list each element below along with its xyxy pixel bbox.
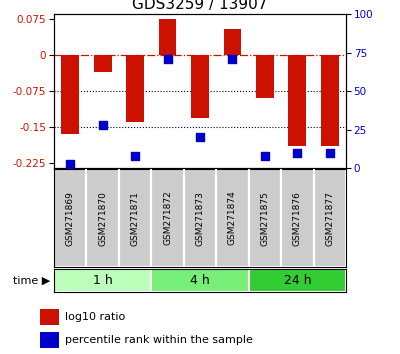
Bar <box>321 55 339 147</box>
Point <box>326 150 333 156</box>
Bar <box>126 55 144 122</box>
Point <box>294 150 300 156</box>
Text: GSM271874: GSM271874 <box>228 191 237 245</box>
Text: GSM271870: GSM271870 <box>98 190 107 246</box>
Point <box>100 122 106 128</box>
Text: percentile rank within the sample: percentile rank within the sample <box>65 335 253 346</box>
Point <box>262 153 268 159</box>
Bar <box>281 169 314 267</box>
Title: GDS3259 / 13907: GDS3259 / 13907 <box>132 0 268 12</box>
Text: GSM271873: GSM271873 <box>196 190 204 246</box>
Bar <box>61 55 79 135</box>
Bar <box>40 332 59 348</box>
Bar <box>151 269 249 292</box>
Bar <box>40 309 59 325</box>
Text: 24 h: 24 h <box>284 274 311 287</box>
Point <box>197 135 203 140</box>
Text: log10 ratio: log10 ratio <box>65 312 126 322</box>
Bar <box>314 169 346 267</box>
Bar <box>54 169 86 267</box>
Bar <box>249 269 346 292</box>
Text: GSM271871: GSM271871 <box>131 190 140 246</box>
Bar <box>216 169 249 267</box>
Bar <box>159 19 176 55</box>
Point <box>67 161 74 166</box>
Bar <box>249 169 281 267</box>
Bar <box>54 269 151 292</box>
Bar <box>288 55 306 147</box>
Text: GSM271875: GSM271875 <box>260 190 269 246</box>
Text: GSM271877: GSM271877 <box>325 190 334 246</box>
Bar <box>191 55 209 118</box>
Bar <box>224 29 241 55</box>
Text: GSM271876: GSM271876 <box>293 190 302 246</box>
Bar <box>184 169 216 267</box>
Text: GSM271872: GSM271872 <box>163 191 172 245</box>
Bar <box>86 169 119 267</box>
Text: GSM271869: GSM271869 <box>66 190 75 246</box>
Bar <box>256 55 274 98</box>
Text: time ▶: time ▶ <box>13 275 50 286</box>
Point <box>229 56 236 62</box>
Bar <box>151 169 184 267</box>
Point <box>132 153 138 159</box>
Point <box>164 56 171 62</box>
Bar <box>94 55 112 72</box>
Text: 1 h: 1 h <box>93 274 112 287</box>
Bar <box>119 169 151 267</box>
Text: 4 h: 4 h <box>190 274 210 287</box>
